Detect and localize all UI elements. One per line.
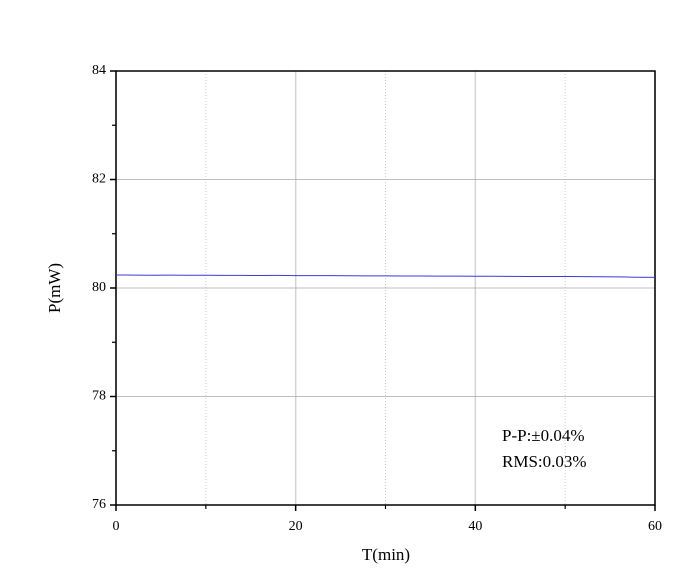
x-tick-label: 60 xyxy=(648,519,662,534)
y-tick-label: 78 xyxy=(92,389,106,404)
x-tick-label: 0 xyxy=(113,519,120,534)
y-tick-label: 84 xyxy=(92,63,106,78)
x-tick-label: 20 xyxy=(289,519,303,534)
annotation: P-P:±0.04% xyxy=(502,426,585,445)
data-line xyxy=(115,274,656,278)
y-axis-label: P(mW) xyxy=(45,263,64,313)
annotation: RMS:0.03% xyxy=(502,452,587,471)
y-tick-label: 82 xyxy=(92,172,106,187)
x-tick-label: 40 xyxy=(468,519,482,534)
y-tick-label: 76 xyxy=(92,497,106,512)
x-axis-label: T(min) xyxy=(362,545,410,564)
y-tick-label: 80 xyxy=(92,280,106,295)
